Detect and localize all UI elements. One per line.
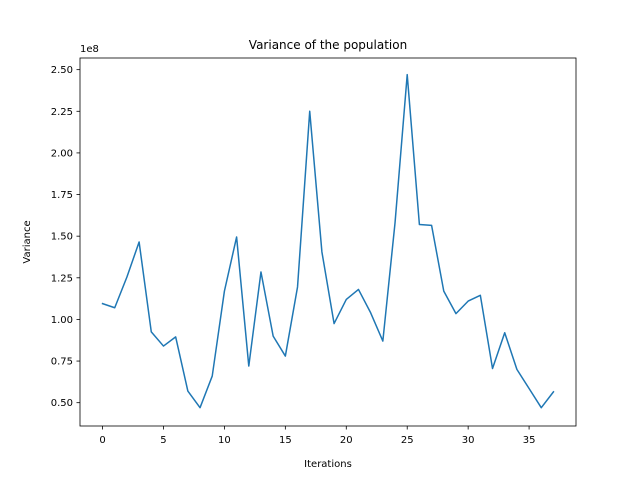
plot-frame bbox=[79, 57, 577, 427]
x-tick-label: 35 bbox=[523, 435, 536, 446]
y-tick-label: 0.75 bbox=[51, 357, 73, 368]
x-tick-label: 25 bbox=[401, 435, 414, 446]
x-tick-label: 30 bbox=[462, 435, 475, 446]
x-tick-label: 5 bbox=[160, 435, 166, 446]
x-tick-label: 15 bbox=[279, 435, 292, 446]
plot-area bbox=[101, 73, 555, 409]
y-tick-label: 2.25 bbox=[51, 107, 73, 118]
y-tick-label: 1.25 bbox=[51, 273, 73, 284]
series-line-0 bbox=[101, 73, 555, 409]
y-tick-label: 2.50 bbox=[51, 65, 73, 76]
x-axis: 0 5 10 15 20 25 30 35 bbox=[99, 426, 535, 446]
y-tick-label: 1.75 bbox=[51, 190, 73, 201]
y-tick-label: 0.50 bbox=[51, 398, 73, 409]
x-tick-label: 10 bbox=[218, 435, 231, 446]
y-tick-label: 1.00 bbox=[51, 315, 73, 326]
x-axis-label: Iterations bbox=[304, 459, 352, 470]
y-axis-label: Variance bbox=[22, 220, 33, 263]
y-offset-label: 1e8 bbox=[80, 44, 99, 55]
y-axis: 0.50 0.75 1.00 1.25 1.50 1.75 2.00 2.25 2.50 bbox=[51, 65, 80, 409]
y-tick-label: 1.50 bbox=[51, 232, 73, 243]
chart-title: Variance of the population bbox=[249, 38, 407, 52]
x-tick-label: 20 bbox=[340, 435, 353, 446]
y-tick-label: 2.00 bbox=[51, 148, 73, 159]
x-tick-label: 0 bbox=[99, 435, 105, 446]
